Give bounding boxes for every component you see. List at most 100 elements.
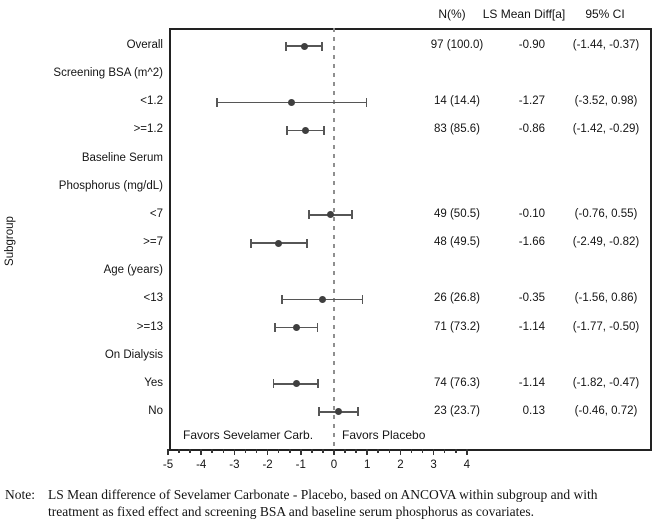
x-axis-tick-label: 2 <box>397 459 404 471</box>
point-estimate-marker <box>334 408 342 416</box>
x-axis-tick-label: 4 <box>463 459 470 471</box>
x-axis-tick-minor <box>322 449 324 453</box>
cell-95-ci: (-1.56, 0.86) <box>574 292 638 305</box>
x-axis-tick-minor <box>189 449 191 453</box>
x-axis-tick-major <box>200 449 202 455</box>
x-axis-tick-major <box>300 449 302 455</box>
column-header-ls-mean-diff: LS Mean Diff[a] <box>482 7 566 21</box>
plot-frame <box>169 28 652 451</box>
column-header-95-ci: 95% CI <box>585 7 625 21</box>
cell-ls-mean-diff: -1.27 <box>518 95 545 108</box>
point-estimate-marker <box>292 324 300 331</box>
ci-cap-high <box>357 407 359 417</box>
x-axis-tick-major <box>432 449 435 455</box>
ci-cap-low <box>272 379 275 389</box>
x-axis-tick-minor <box>377 449 380 453</box>
x-axis-tick-major <box>266 449 269 455</box>
ci-cap-high <box>316 323 319 332</box>
x-axis-tick-minor <box>311 449 313 453</box>
category-label: Phosphorus (mg/dL) <box>58 179 163 192</box>
x-axis-tick-minor <box>277 449 280 453</box>
x-axis-tick-minor <box>211 449 214 453</box>
x-axis-tick-label: 3 <box>430 459 437 471</box>
ci-cap-low <box>285 41 288 51</box>
point-estimate-marker <box>318 295 326 303</box>
x-axis-tick-minor <box>178 449 180 453</box>
ci-cap-low <box>317 407 320 417</box>
cell-n-pct: 71 (73.2) <box>433 320 481 333</box>
footnote: Note: LS Mean difference of Sevelamer Ca… <box>5 486 655 520</box>
x-axis-tick-minor <box>388 449 391 453</box>
cell-95-ci: (-1.77, -0.50) <box>572 320 640 333</box>
row-label: Overall <box>126 39 163 51</box>
cell-ls-mean-diff: -1.66 <box>518 236 545 249</box>
cell-95-ci: (-3.52, 0.98) <box>574 95 638 108</box>
ci-cap-high <box>351 210 354 220</box>
ci-cap-high <box>323 125 326 135</box>
ci-cap-low <box>281 294 284 304</box>
cell-n-pct: 48 (49.5) <box>433 236 481 249</box>
cell-n-pct: 14 (14.4) <box>433 95 481 108</box>
x-axis-tick-label: -5 <box>162 459 174 471</box>
ci-cap-low <box>307 210 310 220</box>
cell-ls-mean-diff: -1.14 <box>518 376 545 389</box>
ci-cap-low <box>274 323 277 332</box>
cell-ls-mean-diff: -0.35 <box>518 292 545 305</box>
x-axis-tick-minor <box>244 449 247 453</box>
category-label: Baseline Serum <box>81 151 163 164</box>
cell-n-pct: 74 (76.3) <box>433 376 481 389</box>
cell-95-ci: (-1.42, -0.29) <box>572 123 640 136</box>
cell-n-pct: 26 (26.8) <box>433 292 481 305</box>
row-label: Yes <box>144 376 163 389</box>
cell-95-ci: (-0.76, 0.55) <box>574 207 638 220</box>
x-axis-tick-minor <box>355 449 357 453</box>
row-label: <7 <box>149 207 163 220</box>
x-axis-tick-major <box>233 449 236 455</box>
cell-n-pct: 23 (23.7) <box>433 404 481 417</box>
point-estimate-marker <box>300 42 308 50</box>
x-axis-tick-label: -3 <box>229 459 240 471</box>
x-axis-tick-label: -2 <box>262 459 273 471</box>
ci-cap-high <box>305 238 308 248</box>
cell-95-ci: (-0.46, 0.72) <box>574 404 638 417</box>
cell-n-pct: 49 (50.5) <box>433 207 481 220</box>
x-axis-tick-minor <box>288 449 291 453</box>
note-text-line: treatment as fixed effect and screening … <box>48 504 534 519</box>
point-estimate-marker <box>292 380 300 388</box>
cell-ls-mean-diff: -0.86 <box>518 123 545 136</box>
column-header-n-pct: N(%) <box>438 7 466 21</box>
ci-cap-high <box>365 97 368 107</box>
cell-n-pct: 97 (100.0) <box>430 39 484 51</box>
x-axis-tick-major <box>167 449 169 455</box>
cell-95-ci: (-2.49, -0.82) <box>572 236 640 249</box>
point-estimate-marker <box>327 211 335 219</box>
x-axis-tick-minor <box>255 449 258 453</box>
point-estimate-marker <box>288 98 296 106</box>
ci-cap-low <box>216 97 219 107</box>
x-axis-tick-major <box>466 449 468 455</box>
cell-ls-mean-diff: -0.10 <box>518 207 545 220</box>
category-label: Screening BSA (m^2) <box>53 67 163 80</box>
x-axis-tick-major <box>366 449 368 455</box>
x-axis-tick-label: 0 <box>330 459 338 471</box>
row-label: >=13 <box>136 320 163 333</box>
zero-reference-line <box>333 28 335 449</box>
point-estimate-marker <box>275 239 283 247</box>
ci-cap-low <box>285 125 288 135</box>
category-label: Age (years) <box>103 264 163 277</box>
cell-n-pct: 83 (85.6) <box>433 123 481 136</box>
favors-left-label: Favors Sevelamer Carb. <box>183 428 314 442</box>
x-axis-tick-label: -1 <box>295 459 306 471</box>
x-axis-tick-label: 1 <box>363 459 371 471</box>
row-label: <13 <box>143 292 163 305</box>
cell-ls-mean-diff: -0.90 <box>518 39 545 51</box>
cell-95-ci: (-1.44, -0.37) <box>572 39 640 51</box>
note-label: Note: <box>5 487 35 502</box>
x-axis-tick-minor <box>421 449 424 453</box>
ci-cap-low <box>250 238 253 248</box>
cell-95-ci: (-1.82, -0.47) <box>572 376 640 389</box>
x-axis-tick-major <box>333 449 335 455</box>
x-axis-tick-minor <box>344 449 346 453</box>
point-estimate-marker <box>301 126 309 134</box>
